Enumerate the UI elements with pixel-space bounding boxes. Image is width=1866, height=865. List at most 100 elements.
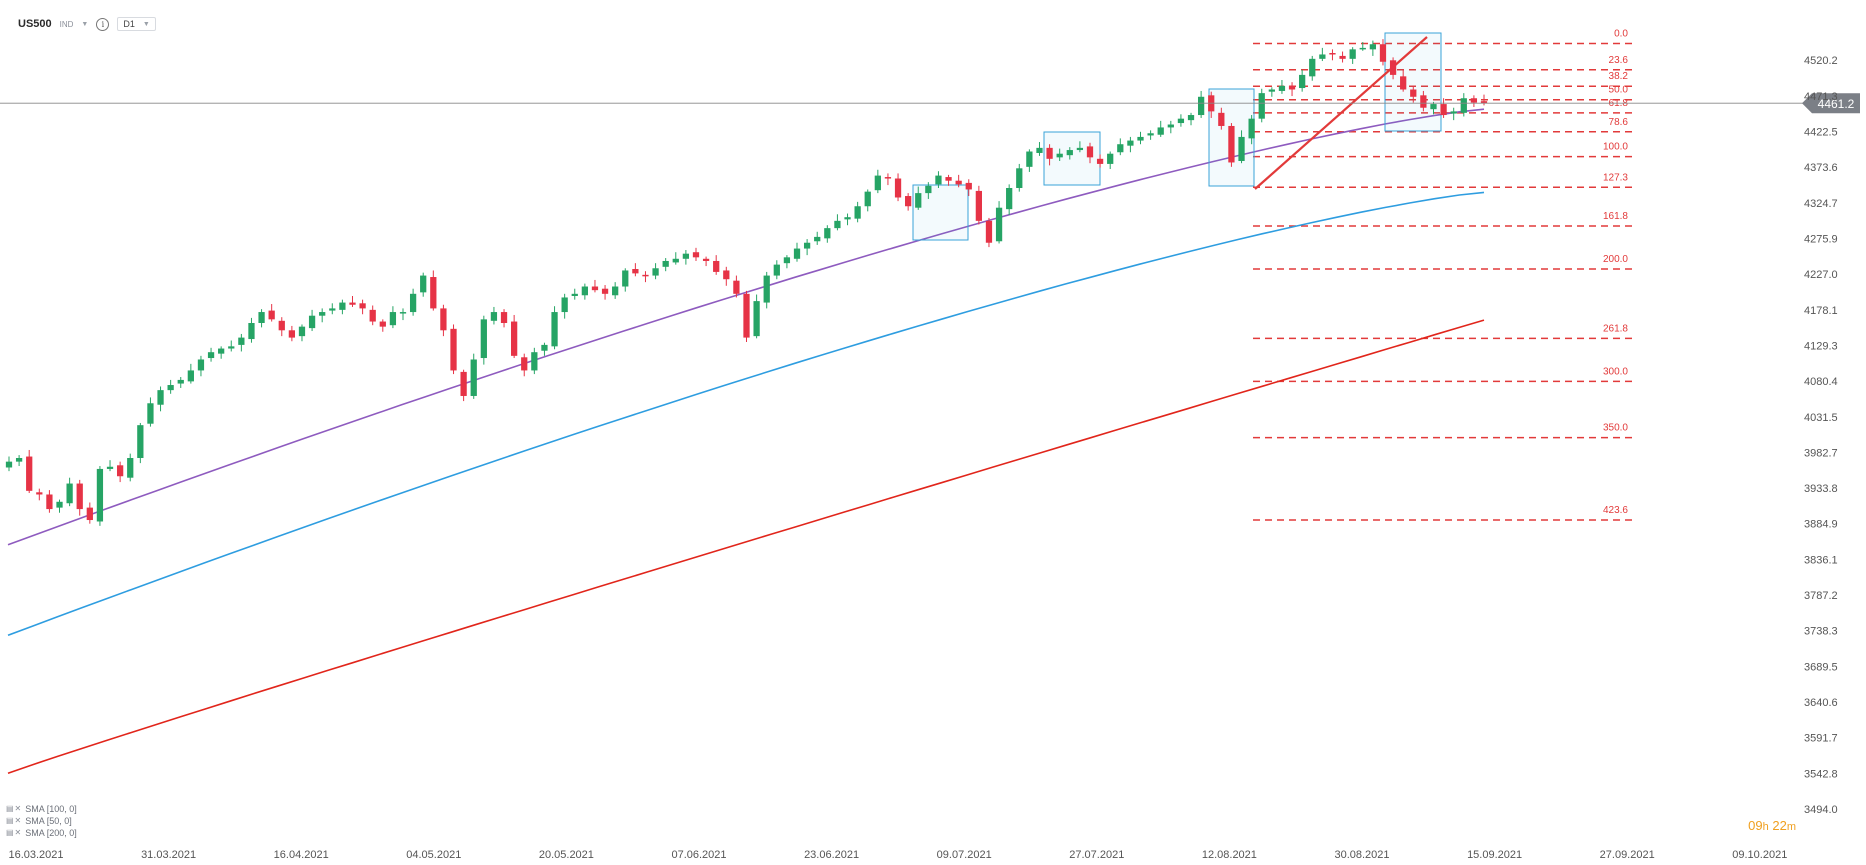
candle-body [1046,147,1053,159]
candle-body [874,175,881,191]
legend-row[interactable]: ▤✕ SMA [200, 0] [6,827,77,839]
y-tick-label: 4275.9 [1804,233,1838,245]
fib-level-label: 127.3 [1603,172,1628,183]
candle-body [1319,54,1326,59]
candle-body [723,270,730,280]
candle-body [1137,136,1144,141]
y-tick-label: 4227.0 [1804,269,1838,281]
candle-body [561,297,568,313]
candle-body [844,217,851,220]
candle-body [915,193,922,208]
candle-body [26,456,33,491]
candle-body [1430,104,1437,110]
eye-close-icon[interactable]: ▤✕ [6,828,23,837]
symbol-label[interactable]: US500 [18,18,52,30]
x-tick-label: 16.03.2021 [8,849,63,861]
candle-body [763,275,770,303]
fib-level-label: 50.0 [1609,85,1629,96]
candle-body [1288,85,1296,90]
candle-body [207,352,215,359]
x-tick-label: 16.04.2021 [274,849,329,861]
y-tick-label: 4471.3 [1804,91,1838,103]
candle-body [379,321,386,327]
candle-body [1086,146,1094,158]
candle-body [905,196,912,207]
candle-body [894,178,902,198]
candle-body [1450,111,1457,114]
x-tick-label: 07.06.2021 [671,849,726,861]
candle-body [1420,95,1427,108]
candle-body [783,257,791,264]
candle-body [218,348,225,354]
candle-body [1389,60,1397,75]
candle-body [1006,188,1013,210]
candle-body [1066,150,1073,156]
candle-body [228,346,235,349]
timer-minutes-unit: m [1786,821,1796,833]
last-price-tag [1802,93,1860,114]
timeframe-value: D1 [123,19,135,29]
candle-body [187,370,194,382]
candle-body [5,461,13,468]
candle-body [450,328,457,371]
candle-body [116,465,124,477]
candle-body [814,236,821,242]
drawing-boxes [912,32,1442,241]
candle-body [975,190,982,221]
fib-level-label: 423.6 [1603,505,1628,516]
eye-close-icon[interactable]: ▤✕ [6,816,23,825]
fib-level-label: 100.0 [1603,142,1628,153]
y-tick-label: 3738.3 [1804,626,1838,638]
candle-body [793,248,801,259]
candle-body [1218,112,1225,126]
candle-body [824,228,831,239]
candle-body [652,268,659,276]
candle-body [66,483,73,504]
fib-level-label: 300.0 [1603,366,1628,377]
candle-body [632,269,639,274]
candle-body [1440,104,1447,116]
candle-body [369,309,376,322]
candle-body [1228,125,1235,163]
candle-body [1177,118,1185,124]
candle-body [339,302,346,310]
x-axis: 16.03.2021 31.03.2021 16.04.2021 04.05.2021… [8,849,1787,861]
candle-body [1167,124,1174,128]
candle-body [965,182,972,190]
candle-body [430,277,437,309]
fib-level-label: 200.0 [1603,254,1628,265]
last-price-line: 4461.2 [0,93,1860,114]
x-tick-label: 23.06.2021 [804,849,859,861]
x-tick-label: 04.05.2021 [406,849,461,861]
chevron-down-icon[interactable]: ▼ [81,20,89,28]
candle-body [258,312,265,323]
candle-body [551,312,558,347]
candle-body [925,185,932,194]
chevron-down-icon: ▼ [142,20,150,28]
candle-body [36,492,43,495]
eye-close-icon[interactable]: ▤✕ [6,804,23,813]
candle-body [96,468,104,522]
info-icon[interactable]: i [96,17,110,31]
legend-row[interactable]: ▤✕ SMA [50, 0] [6,815,77,827]
candle-body [612,286,619,296]
legend-row[interactable]: ▤✕ SMA [100, 0] [6,803,77,815]
x-tick-label: 27.09.2021 [1600,849,1655,861]
candle-body [137,425,144,458]
candle-body [319,312,326,316]
candle-body [713,260,720,272]
candle-body [753,301,760,337]
legend-label: SMA [50, 0] [25,816,72,826]
candle-body [440,308,447,331]
timer-hours: 09 [1748,818,1763,833]
candle-body [1238,136,1245,161]
y-tick-label: 4031.5 [1804,412,1838,424]
x-tick-label: 20.05.2021 [539,849,594,861]
candle-body [581,286,588,296]
candle-body [1349,49,1356,59]
timeframe-select[interactable]: D1 ▼ [117,17,156,31]
candle-body [157,390,164,405]
candle-body [1278,85,1286,91]
y-tick-label: 3787.2 [1804,590,1838,602]
